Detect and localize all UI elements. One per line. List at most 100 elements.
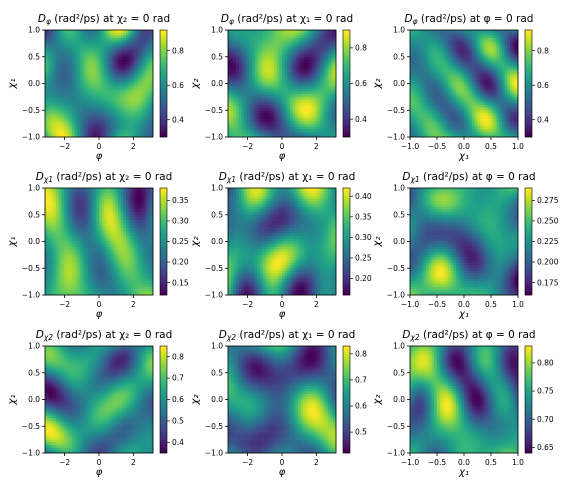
heatmap-cell [287, 32, 291, 36]
heatmap-cell [311, 64, 315, 68]
heatmap-cell [134, 56, 138, 60]
heatmap-cell [131, 123, 135, 127]
colorbar-swatch [160, 88, 167, 92]
heatmap-cell [117, 110, 121, 114]
heatmap-cell [104, 43, 108, 47]
heatmap-cell [434, 46, 438, 50]
heatmap-cell [306, 35, 310, 39]
heatmap-cell [466, 104, 470, 108]
heatmap-cell [418, 102, 422, 106]
heatmap-cell [450, 91, 454, 95]
heatmap-cell [512, 118, 516, 122]
heatmap-cell [249, 35, 253, 39]
heatmap-cell [480, 107, 484, 111]
heatmap-cell [317, 112, 321, 116]
heatmap-cell [246, 107, 250, 111]
heatmap-cell [410, 64, 413, 68]
heatmap-cell [228, 35, 231, 39]
heatmap-cell [74, 43, 78, 47]
heatmap-cell [325, 126, 329, 130]
heatmap-cell [458, 46, 462, 50]
heatmap-cell [464, 126, 467, 130]
heatmap-cell [496, 78, 500, 82]
heatmap-cell [418, 67, 422, 71]
heatmap-cell [428, 32, 432, 36]
heatmap-cell [53, 91, 57, 95]
heatmap-cell [134, 91, 138, 95]
heatmap-cell [109, 72, 113, 76]
heatmap-cell [319, 88, 323, 92]
heatmap-cell [123, 59, 127, 63]
heatmap-cell [472, 67, 476, 71]
heatmap-cell [450, 99, 454, 103]
heatmap-cell [72, 126, 75, 130]
heatmap-cell [410, 83, 413, 87]
heatmap-cell [512, 51, 516, 55]
heatmap-cell [458, 43, 462, 47]
heatmap-cell [246, 64, 250, 68]
heatmap-cell [120, 35, 124, 39]
heatmap-cell [426, 78, 430, 82]
heatmap-cell [53, 94, 57, 98]
heatmap-cell [466, 35, 470, 39]
heatmap-cell [442, 51, 446, 55]
colorbar-swatch [343, 67, 350, 71]
heatmap-cell [279, 62, 283, 66]
heatmap-cell [485, 40, 489, 44]
heatmap-cell [493, 83, 497, 87]
heatmap-cell [504, 70, 508, 74]
heatmap-cell [284, 78, 288, 82]
heatmap-cell [477, 30, 481, 33]
heatmap-cell [434, 78, 438, 82]
heatmap-cell [45, 112, 48, 116]
heatmap-cell [290, 56, 294, 60]
heatmap-cell [66, 131, 70, 135]
heatmap-cell [306, 40, 310, 44]
colorbar-swatch [160, 56, 167, 60]
heatmap-cell [509, 32, 513, 36]
heatmap-cell [238, 72, 242, 76]
heatmap-cell [230, 86, 234, 90]
heatmap-cell [428, 91, 432, 95]
heatmap-cell [423, 30, 427, 33]
heatmap-cell [144, 83, 148, 87]
heatmap-cell [306, 96, 310, 100]
heatmap-cell [410, 112, 413, 116]
heatmap-cell [134, 94, 138, 98]
heatmap-cell [488, 126, 492, 130]
heatmap-cell [268, 107, 272, 111]
heatmap-cell [434, 99, 438, 103]
heatmap-cell [295, 59, 299, 63]
heatmap-cell [257, 83, 261, 87]
heatmap-cell [115, 91, 119, 95]
heatmap-cell [330, 88, 334, 92]
heatmap-cell [437, 99, 440, 103]
heatmap-cell [317, 78, 321, 82]
heatmap-cell [238, 115, 242, 119]
heatmap-cell [142, 118, 146, 122]
heatmap-cell [69, 30, 73, 33]
colorbar-swatch [160, 128, 167, 132]
heatmap-cell [126, 43, 129, 47]
heatmap-cell [230, 48, 234, 52]
heatmap-cell [134, 59, 138, 63]
heatmap-cell [136, 128, 140, 132]
heatmap-cell [303, 51, 307, 55]
heatmap-cell [72, 48, 75, 52]
heatmap-cell [284, 107, 288, 111]
heatmap-cell [507, 59, 511, 63]
heatmap-cell [260, 30, 264, 33]
heatmap-cell [72, 75, 75, 79]
heatmap-cell [93, 110, 97, 114]
heatmap-cell [447, 56, 451, 60]
heatmap-cell [306, 78, 310, 82]
heatmap-cell [282, 64, 285, 68]
heatmap-cell [509, 75, 513, 79]
heatmap-cell [134, 70, 138, 74]
heatmap-cell [45, 56, 48, 60]
heatmap-cell [276, 40, 280, 44]
heatmap-cell [115, 38, 119, 41]
heatmap-cell [90, 30, 94, 33]
heatmap-cell [300, 48, 304, 52]
heatmap-cell [228, 51, 231, 55]
